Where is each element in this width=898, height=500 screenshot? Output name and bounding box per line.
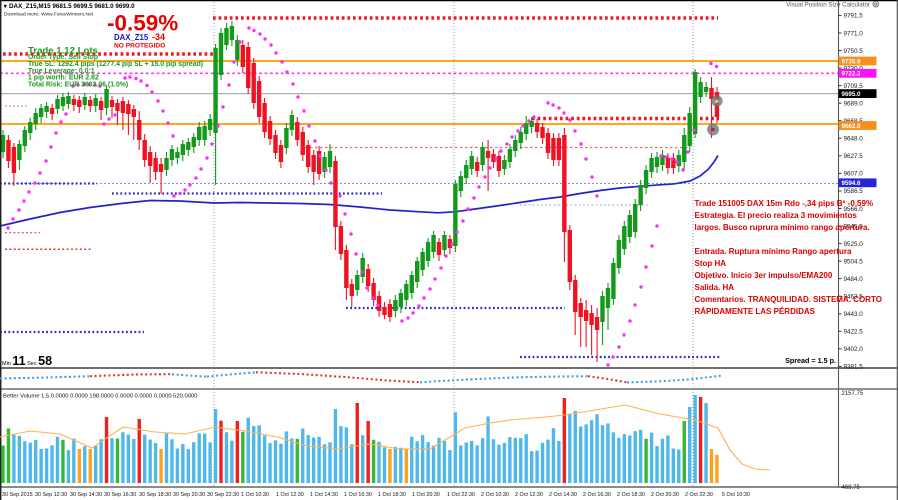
svg-text:True Leverage: 0.0:1: True Leverage: 0.0:1	[28, 68, 95, 75]
svg-text:1 Oct 14:30: 1 Oct 14:30	[310, 492, 338, 498]
svg-text:9586.5: 9586.5	[844, 188, 864, 195]
svg-text:30 Sep 14:30: 30 Sep 14:30	[70, 492, 102, 498]
svg-text:1 Oct 18:30: 1 Oct 18:30	[378, 492, 406, 498]
svg-text:9695.0: 9695.0	[842, 91, 861, 98]
svg-text:Better Volume 1.5 0.0000 0.000: Better Volume 1.5 0.0000 0.0000 198.0000…	[3, 394, 197, 400]
svg-text:2 Oct 12:30: 2 Oct 12:30	[515, 492, 543, 498]
svg-text:30 Sep 18:30: 30 Sep 18:30	[139, 492, 171, 498]
svg-text:9422.5: 9422.5	[844, 329, 864, 336]
svg-text:▼: ▼	[3, 4, 8, 10]
svg-text:9504.5: 9504.5	[844, 258, 864, 265]
svg-text:9402.0: 9402.0	[844, 346, 864, 353]
svg-text:9525.0: 9525.0	[844, 241, 864, 248]
svg-text:1 Oct 16:30: 1 Oct 16:30	[344, 492, 372, 498]
svg-text:9750.5: 9750.5	[844, 48, 864, 55]
svg-text:-34: -34	[152, 32, 165, 42]
svg-text:2 Oct 20:30: 2 Oct 20:30	[651, 492, 679, 498]
svg-text:9627.5: 9627.5	[844, 153, 864, 160]
svg-text:2 Oct 10:30: 2 Oct 10:30	[481, 492, 509, 498]
svg-text:9545.5: 9545.5	[844, 223, 864, 230]
svg-text:Comentarios. TRANQUILIDAD. SIS: Comentarios. TRANQUILIDAD. SISTEMA. CORT…	[695, 295, 882, 304]
svg-text:1 pip worth: EUR 2.82: 1 pip worth: EUR 2.82	[28, 75, 99, 82]
svg-text:Objetivo. Inicio 3er impulso/E: Objetivo. Inicio 3er impulso/EMA200	[695, 271, 833, 280]
svg-text:9771.0: 9771.0	[844, 30, 864, 37]
svg-text:-0.59%: -0.59%	[107, 11, 178, 36]
svg-text:30 Sep 2015: 30 Sep 2015	[2, 492, 33, 498]
svg-text:Download more: Www.ForexWinner: Download more: Www.ForexWinners.Net	[4, 12, 94, 18]
svg-text:2 Oct 22:30: 2 Oct 22:30	[685, 492, 713, 498]
svg-text:1 Oct 20:30: 1 Oct 20:30	[412, 492, 440, 498]
svg-text:Estrategia. El precio realiza: Estrategia. El precio realiza 3 movimien…	[695, 211, 858, 220]
svg-text:Stop HA: Stop HA	[695, 259, 727, 268]
svg-text:2 Oct 16:30: 2 Oct 16:30	[583, 492, 611, 498]
svg-text:9484.0: 9484.0	[844, 276, 864, 283]
svg-text:9722.3: 9722.3	[842, 71, 861, 78]
svg-text:9566.0: 9566.0	[844, 206, 864, 213]
svg-text:9443.0: 9443.0	[844, 311, 864, 318]
svg-text:1 Oct 10:30: 1 Oct 10:30	[241, 492, 269, 498]
svg-text:9662.8: 9662.8	[842, 123, 861, 130]
svg-text:5 Oct 10:30: 5 Oct 10:30	[722, 492, 750, 498]
svg-text:9381.5: 9381.5	[844, 364, 864, 371]
svg-text:Order Type: Sell Stop: Order Type: Sell Stop	[28, 54, 98, 61]
svg-text:Visual Position Size Calculato: Visual Position Size Calculator	[786, 1, 870, 8]
svg-text:NO PROTEGIDO: NO PROTEGIDO	[114, 43, 165, 50]
svg-text:9735.9: 9735.9	[842, 58, 861, 65]
svg-text:Spread = 1.5 p.: Spread = 1.5 p.	[785, 356, 836, 365]
svg-text:2 Oct 18:30: 2 Oct 18:30	[617, 492, 645, 498]
svg-text:Entrada. Ruptura mínimo Rango: Entrada. Ruptura mínimo Rango apertura	[695, 247, 852, 256]
svg-text:30 Sep 22:30: 30 Sep 22:30	[207, 492, 239, 498]
svg-text:RÁPIDAMENTE LAS PÉRDIDAS: RÁPIDAMENTE LAS PÉRDIDAS	[695, 307, 816, 316]
svg-text:468.75: 468.75	[842, 485, 861, 491]
svg-text:Total Risk: EUR 3602.06 (1.0%: Total Risk: EUR 3602.06 (1.0%)	[28, 81, 128, 88]
svg-text:1 Oct 12:30: 1 Oct 12:30	[276, 492, 304, 498]
svg-text:Min 11 Sec 58: Min 11 Sec 58	[2, 354, 52, 368]
svg-text:Trade 151005 DAX 15m Rdo -,34: Trade 151005 DAX 15m Rdo -,34 pips Bº -0…	[695, 199, 874, 208]
svg-text:2 Oct 14:30: 2 Oct 14:30	[549, 492, 577, 498]
svg-text:9594.6: 9594.6	[842, 180, 861, 187]
svg-text:9463.5: 9463.5	[844, 294, 864, 301]
svg-text:9709.5: 9709.5	[844, 83, 864, 90]
svg-text:DAX_Z15,M15 9681.5 9699.5 968: DAX_Z15,M15 9681.5 9699.5 9681.0 9699.0	[9, 3, 135, 10]
svg-text:1 Oct 22:30: 1 Oct 22:30	[447, 492, 475, 498]
svg-text:30 Sep 16:30: 30 Sep 16:30	[104, 492, 136, 498]
svg-text:Trade 1.12 Lots: Trade 1.12 Lots	[28, 46, 98, 57]
svg-text:30 Sep 20:30: 30 Sep 20:30	[173, 492, 205, 498]
svg-text:9689.0: 9689.0	[844, 101, 864, 108]
svg-text:DAX_Z15: DAX_Z15	[114, 33, 149, 42]
svg-text:30 Sep 12:30: 30 Sep 12:30	[35, 492, 67, 498]
svg-text:largos. Busco ruprura mínimo r: largos. Busco ruprura mínimo rango apert…	[695, 223, 870, 232]
svg-text:True SL: 1292.4 pips (1277.4: True SL: 1292.4 pips (1277.4 pip SL + 15…	[28, 61, 203, 68]
svg-text:9607.0: 9607.0	[844, 171, 864, 178]
svg-text:2157.75: 2157.75	[842, 391, 864, 397]
svg-text:Salida. HA: Salida. HA	[695, 283, 735, 292]
svg-text:9791.5: 9791.5	[844, 13, 864, 20]
svg-text:9648.0: 9648.0	[844, 136, 864, 143]
